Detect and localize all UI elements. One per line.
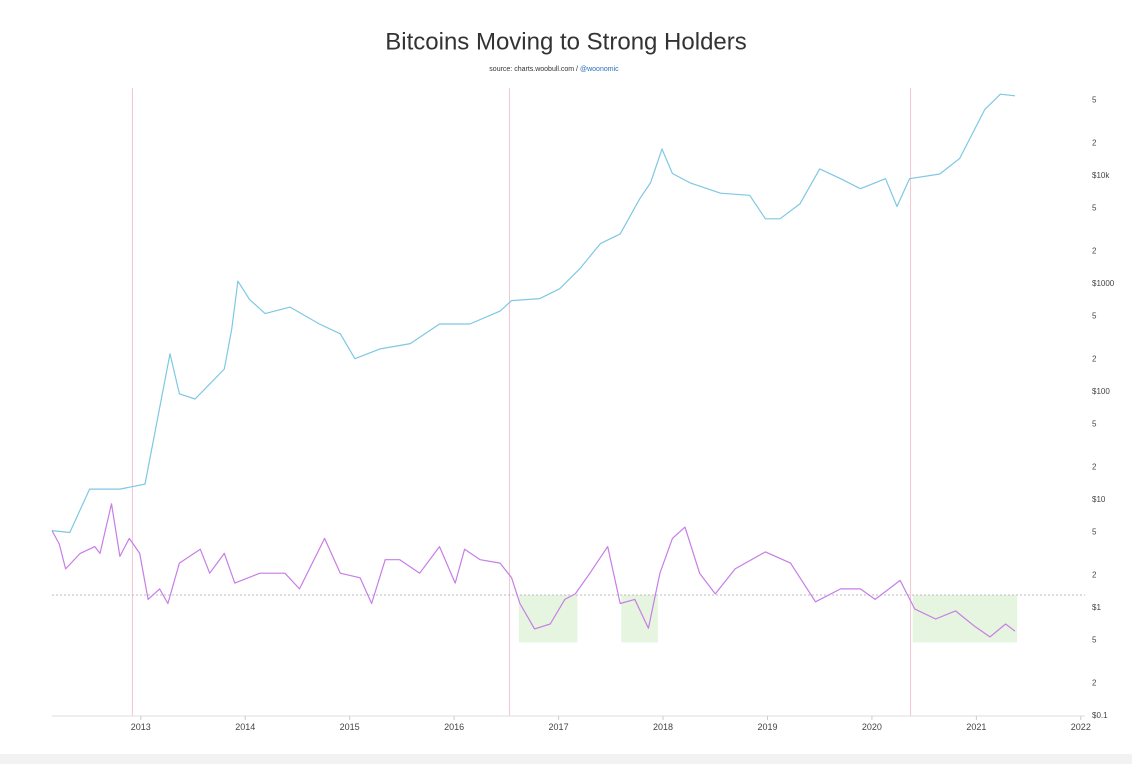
y-tick-label: $10k bbox=[1092, 171, 1110, 180]
y-tick-label: $100 bbox=[1092, 387, 1110, 396]
x-tick-label: 2014 bbox=[235, 722, 255, 732]
y-tick-label: 5 bbox=[1092, 528, 1097, 537]
y-tick-label: $1 bbox=[1092, 603, 1101, 612]
series-line bbox=[51, 503, 1016, 638]
y-tick-label: $10 bbox=[1092, 495, 1106, 504]
series-line bbox=[51, 93, 1016, 534]
y-tick-label: 5 bbox=[1092, 420, 1097, 429]
y-tick-label: 5 bbox=[1092, 95, 1097, 104]
chart-title: Bitcoins Moving to Strong Holders bbox=[385, 28, 747, 55]
y-tick-label: 5 bbox=[1092, 311, 1097, 320]
x-tick-label: 2018 bbox=[653, 722, 673, 732]
y-tick-label: 2 bbox=[1092, 354, 1097, 363]
x-tick-label: 2017 bbox=[549, 722, 569, 732]
shaded-region bbox=[518, 594, 578, 643]
x-tick-label: 2019 bbox=[757, 722, 777, 732]
y-tick-label: 2 bbox=[1092, 463, 1097, 472]
bottom-strip bbox=[0, 754, 1132, 764]
chart-subtitle: source: charts.woobull.com / bbox=[489, 66, 578, 73]
y-tick-label: 2 bbox=[1092, 679, 1097, 688]
y-tick-label: 5 bbox=[1092, 636, 1097, 645]
x-tick-label: 2021 bbox=[966, 722, 986, 732]
y-tick-label: 2 bbox=[1092, 138, 1097, 147]
shaded-region bbox=[621, 594, 658, 643]
y-tick-label: 2 bbox=[1092, 246, 1097, 255]
x-tick-label: 2020 bbox=[862, 722, 882, 732]
y-tick-label: $0.1 bbox=[1092, 711, 1108, 720]
y-tick-label: 2 bbox=[1092, 571, 1097, 580]
x-tick-label: 2015 bbox=[340, 722, 360, 732]
plot-area: $0.1 2 5 $1 2 5 $10 2 5 $100 2 5 $1000 2 5 $10k 2 5 2013 20… bbox=[51, 88, 1115, 732]
y-tick-label: 5 bbox=[1092, 203, 1097, 212]
y-tick-label: $1000 bbox=[1092, 279, 1115, 288]
x-tick-label: 2013 bbox=[131, 722, 151, 732]
x-tick-label: 2022 bbox=[1071, 722, 1091, 732]
x-tick-label: 2016 bbox=[444, 722, 464, 732]
subtitle-link[interactable]: @woonomic bbox=[580, 66, 619, 73]
